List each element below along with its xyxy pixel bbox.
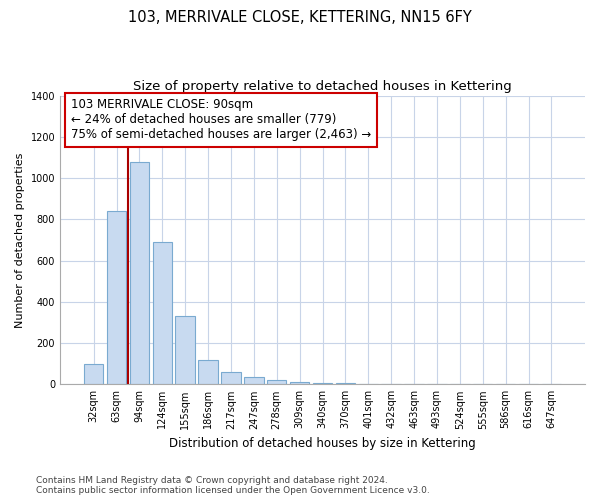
Bar <box>244 377 263 384</box>
Bar <box>199 360 218 384</box>
Bar <box>221 372 241 384</box>
Bar <box>84 364 103 384</box>
Bar <box>313 382 332 384</box>
Text: Contains HM Land Registry data © Crown copyright and database right 2024.
Contai: Contains HM Land Registry data © Crown c… <box>36 476 430 495</box>
Bar <box>107 211 126 384</box>
X-axis label: Distribution of detached houses by size in Kettering: Distribution of detached houses by size … <box>169 437 476 450</box>
Text: 103 MERRIVALE CLOSE: 90sqm
← 24% of detached houses are smaller (779)
75% of sem: 103 MERRIVALE CLOSE: 90sqm ← 24% of deta… <box>71 98 371 142</box>
Bar <box>290 382 310 384</box>
Y-axis label: Number of detached properties: Number of detached properties <box>15 152 25 328</box>
Text: 103, MERRIVALE CLOSE, KETTERING, NN15 6FY: 103, MERRIVALE CLOSE, KETTERING, NN15 6F… <box>128 10 472 25</box>
Bar <box>175 316 195 384</box>
Bar <box>267 380 286 384</box>
Title: Size of property relative to detached houses in Kettering: Size of property relative to detached ho… <box>133 80 512 93</box>
Bar <box>152 242 172 384</box>
Bar <box>130 162 149 384</box>
